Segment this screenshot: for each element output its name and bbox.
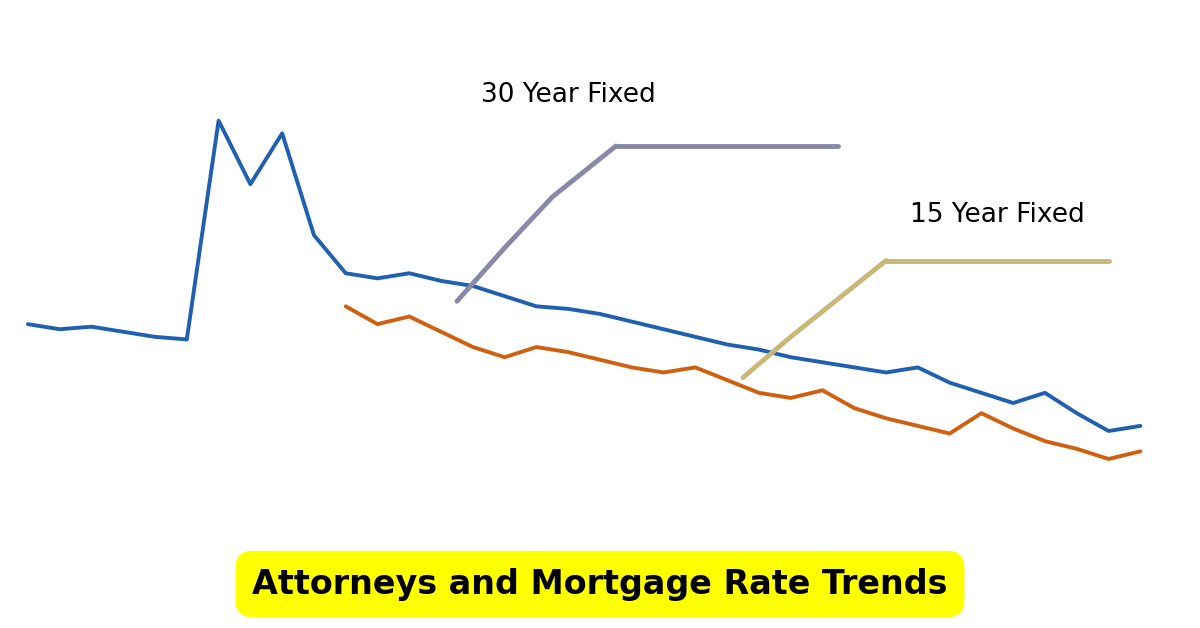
Text: 15 Year Fixed: 15 Year Fixed	[910, 202, 1085, 228]
Text: 30 Year Fixed: 30 Year Fixed	[481, 82, 655, 108]
Text: Attorneys and Mortgage Rate Trends: Attorneys and Mortgage Rate Trends	[252, 568, 948, 600]
